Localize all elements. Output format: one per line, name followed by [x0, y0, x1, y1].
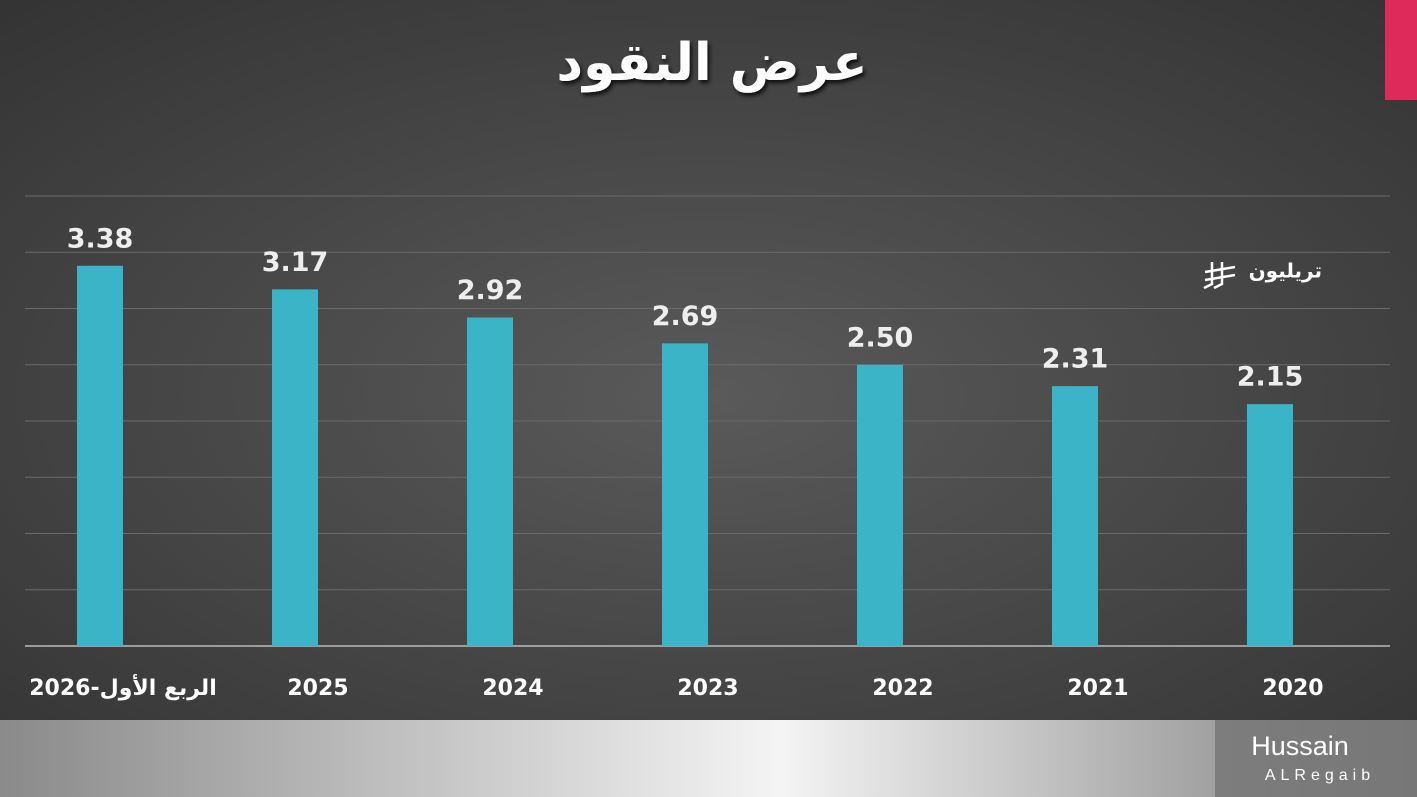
- bar: [1247, 404, 1293, 646]
- brand-surname: ALRegaib: [1265, 767, 1375, 784]
- x-tick-label: الربع الأول-2026: [29, 673, 217, 701]
- x-tick-label: 2021: [1067, 676, 1128, 701]
- value-label: 3.17: [262, 247, 329, 278]
- accent: [1385, 0, 1417, 100]
- unit-label: تريليون: [1249, 259, 1322, 283]
- value-label: 2.31: [1042, 344, 1109, 375]
- value-label: 2.50: [847, 322, 914, 353]
- chart-title: عرض النقود: [556, 33, 867, 93]
- brand-box: [1215, 720, 1417, 797]
- bar: [1052, 386, 1098, 646]
- bar: [77, 265, 123, 646]
- x-tick-label: 2025: [287, 676, 348, 701]
- value-label: 3.38: [67, 223, 134, 254]
- background: [0, 0, 1417, 720]
- value-label: 2.69: [652, 301, 719, 332]
- bar: [857, 364, 903, 646]
- x-tick-label: 2020: [1262, 676, 1323, 701]
- value-label: 2.92: [457, 275, 524, 306]
- bar: [662, 343, 708, 646]
- x-tick-label: 2022: [872, 676, 933, 701]
- x-tick-label: 2023: [677, 676, 738, 701]
- x-tick-label: 2024: [482, 676, 543, 701]
- brand-name: Hussain: [1251, 731, 1349, 761]
- value-label: 2.15: [1237, 362, 1304, 393]
- bar: [272, 289, 318, 646]
- bar: [467, 317, 513, 646]
- riyal-symbol: [1203, 262, 1236, 290]
- footer-strip: [0, 720, 1417, 797]
